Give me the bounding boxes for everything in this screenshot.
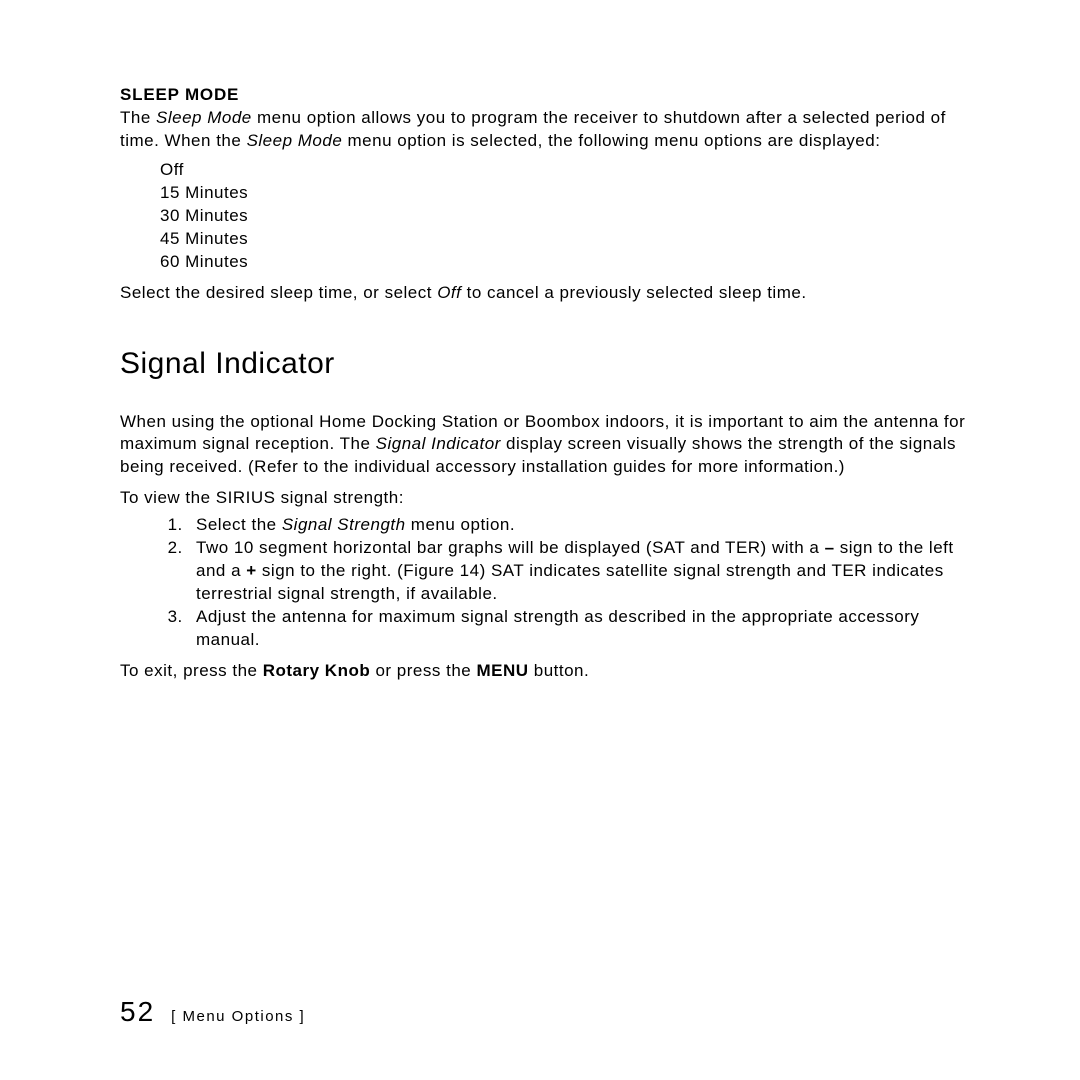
footer-label: [ Menu Options ] <box>171 1008 305 1025</box>
page-footer: 52 [ Menu Options ] <box>120 996 305 1028</box>
sleep-mode-paragraph-1: The Sleep Mode menu option allows you to… <box>120 107 975 153</box>
signal-indicator-heading: Signal Indicator <box>120 347 975 381</box>
text: or press the <box>370 661 476 680</box>
sleep-option: Off <box>160 159 975 182</box>
signal-paragraph-3: To exit, press the Rotary Knob or press … <box>120 660 975 683</box>
text-bold: MENU <box>476 661 528 680</box>
text: button. <box>529 661 590 680</box>
text: Two 10 segment horizontal bar graphs wil… <box>196 538 825 557</box>
footer-section-name: Menu Options <box>177 1008 300 1025</box>
bracket-close: ] <box>300 1008 306 1025</box>
signal-steps-list: Select the Signal Strength menu option. … <box>120 514 975 652</box>
text: menu option. <box>406 515 516 534</box>
text-bold: Rotary Knob <box>263 661 371 680</box>
text: menu option is selected, the following m… <box>342 131 880 150</box>
signal-paragraph-1: When using the optional Home Docking Sta… <box>120 411 975 480</box>
sleep-option: 45 Minutes <box>160 228 975 251</box>
text: sign to the right. (Figure 14) SAT indic… <box>196 561 944 603</box>
signal-paragraph-2: To view the SIRIUS signal strength: <box>120 487 975 510</box>
text-italic: Signal Strength <box>282 515 406 534</box>
text: To exit, press the <box>120 661 263 680</box>
text-italic: Off <box>437 283 461 302</box>
sleep-mode-paragraph-2: Select the desired sleep time, or select… <box>120 282 975 305</box>
document-page: SLEEP MODE The Sleep Mode menu option al… <box>0 0 1080 1080</box>
sleep-option: 30 Minutes <box>160 205 975 228</box>
page-number: 52 <box>120 996 155 1028</box>
sleep-options-list: Off 15 Minutes 30 Minutes 45 Minutes 60 … <box>160 159 975 274</box>
text-bold: – <box>825 538 835 557</box>
text: The <box>120 108 156 127</box>
text: to cancel a previously selected sleep ti… <box>461 283 806 302</box>
text-bold: + <box>246 561 256 580</box>
text-italic: Sleep Mode <box>247 131 343 150</box>
sleep-option: 15 Minutes <box>160 182 975 205</box>
signal-step-2: Two 10 segment horizontal bar graphs wil… <box>188 537 975 606</box>
signal-step-1: Select the Signal Strength menu option. <box>188 514 975 537</box>
sleep-mode-heading: SLEEP MODE <box>120 85 975 105</box>
text-italic: Sleep Mode <box>156 108 252 127</box>
signal-step-3: Adjust the antenna for maximum signal st… <box>188 606 975 652</box>
sleep-option: 60 Minutes <box>160 251 975 274</box>
text: Select the desired sleep time, or select <box>120 283 437 302</box>
text: Select the <box>196 515 282 534</box>
text-italic: Signal Indicator <box>376 434 501 453</box>
